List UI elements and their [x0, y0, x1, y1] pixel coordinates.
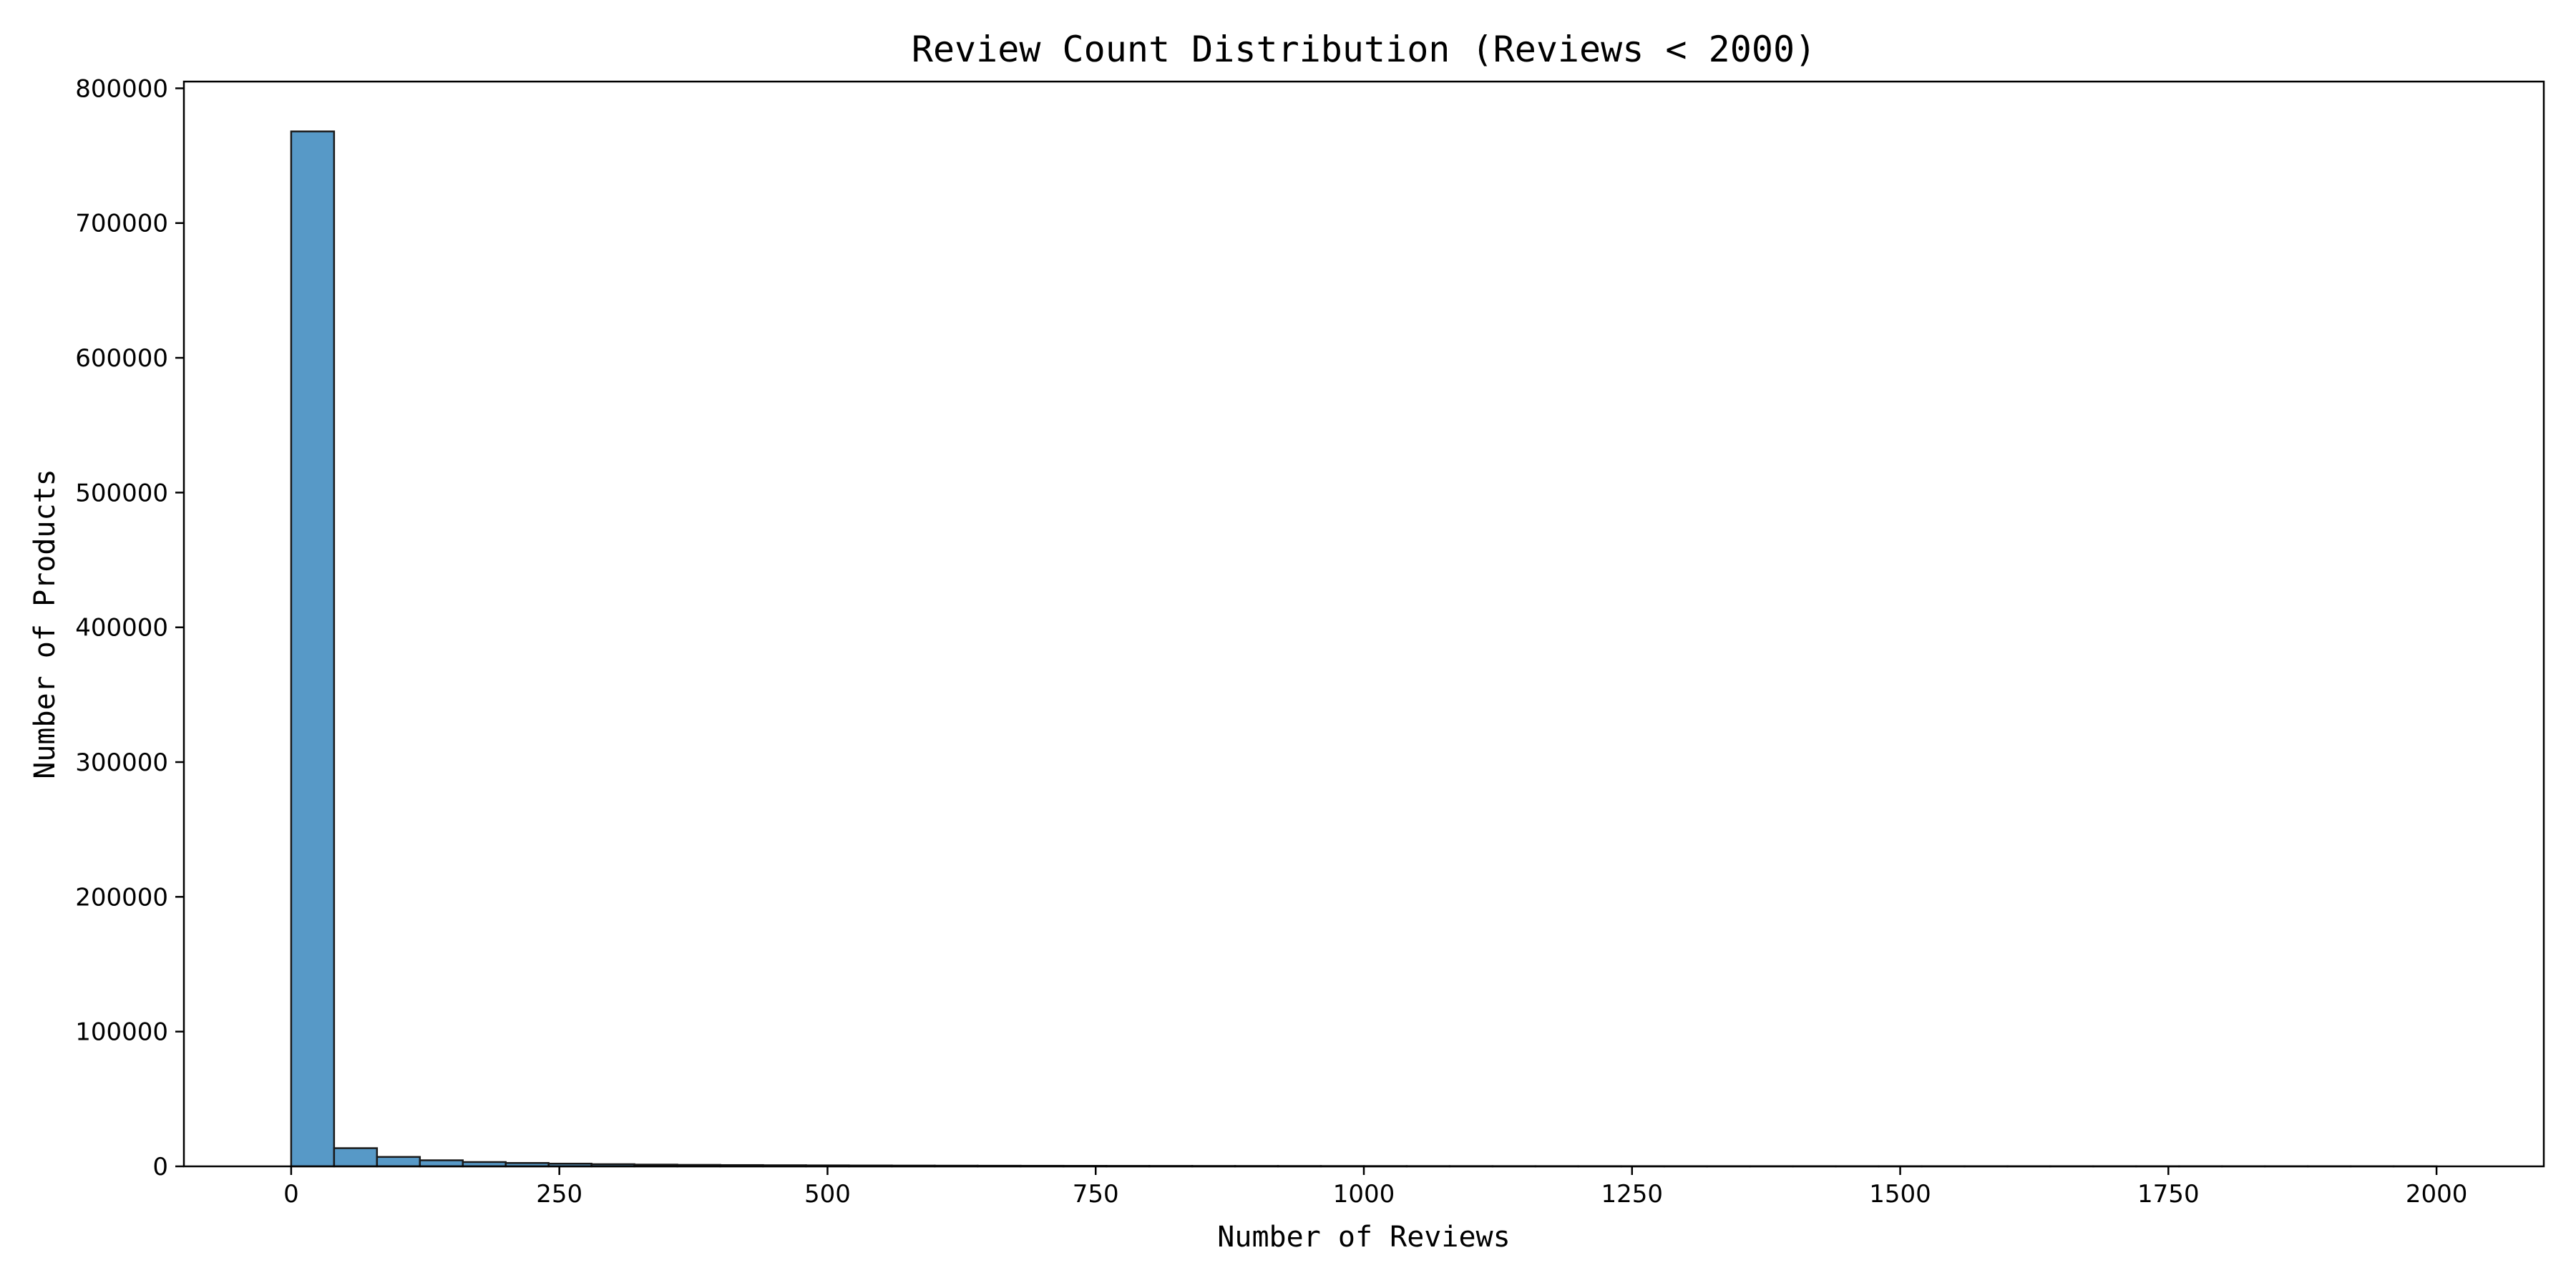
- x-tick-label: 1750: [2137, 1180, 2200, 1209]
- plot-area-frame: [182, 80, 2545, 1168]
- y-tick-label: 300000: [75, 748, 168, 777]
- y-tick-label: 600000: [75, 344, 168, 373]
- x-tick-label: 1500: [1869, 1180, 1931, 1209]
- y-tick-label: 700000: [75, 210, 168, 238]
- x-tick-label: 750: [1073, 1180, 1119, 1209]
- y-tick-label: 500000: [75, 479, 168, 507]
- bars-layer: [290, 130, 2438, 1168]
- x-axis-label: Number of Reviews: [1217, 1221, 1510, 1254]
- histogram-bar: [376, 1156, 421, 1168]
- y-tick-label: 0: [152, 1153, 168, 1181]
- x-tick-label: 500: [804, 1180, 851, 1209]
- y-tick-label: 100000: [75, 1018, 168, 1047]
- y-axis: 0 100000 200000 300000 400000 500000 600000 700…: [75, 74, 184, 1181]
- x-tick-label: 2000: [2406, 1180, 2468, 1209]
- histogram-bar: [333, 1147, 379, 1168]
- x-tick-label: 1250: [1601, 1180, 1664, 1209]
- y-tick-label: 800000: [75, 74, 168, 103]
- histogram-bar: [290, 130, 336, 1168]
- x-tick-label: 0: [283, 1180, 299, 1209]
- chart-title: Review Count Distribution (Reviews < 200…: [912, 29, 1816, 70]
- y-tick-label: 200000: [75, 883, 168, 912]
- x-tick-label: 250: [536, 1180, 582, 1209]
- x-tick-label: 1000: [1333, 1180, 1395, 1209]
- y-tick-label: 400000: [75, 614, 168, 643]
- x-axis: 0 250 500 750 1000 1250 1500 1750 2000: [283, 1166, 2467, 1209]
- y-axis-label: Number of Products: [29, 469, 62, 779]
- histogram-bar: [419, 1159, 464, 1168]
